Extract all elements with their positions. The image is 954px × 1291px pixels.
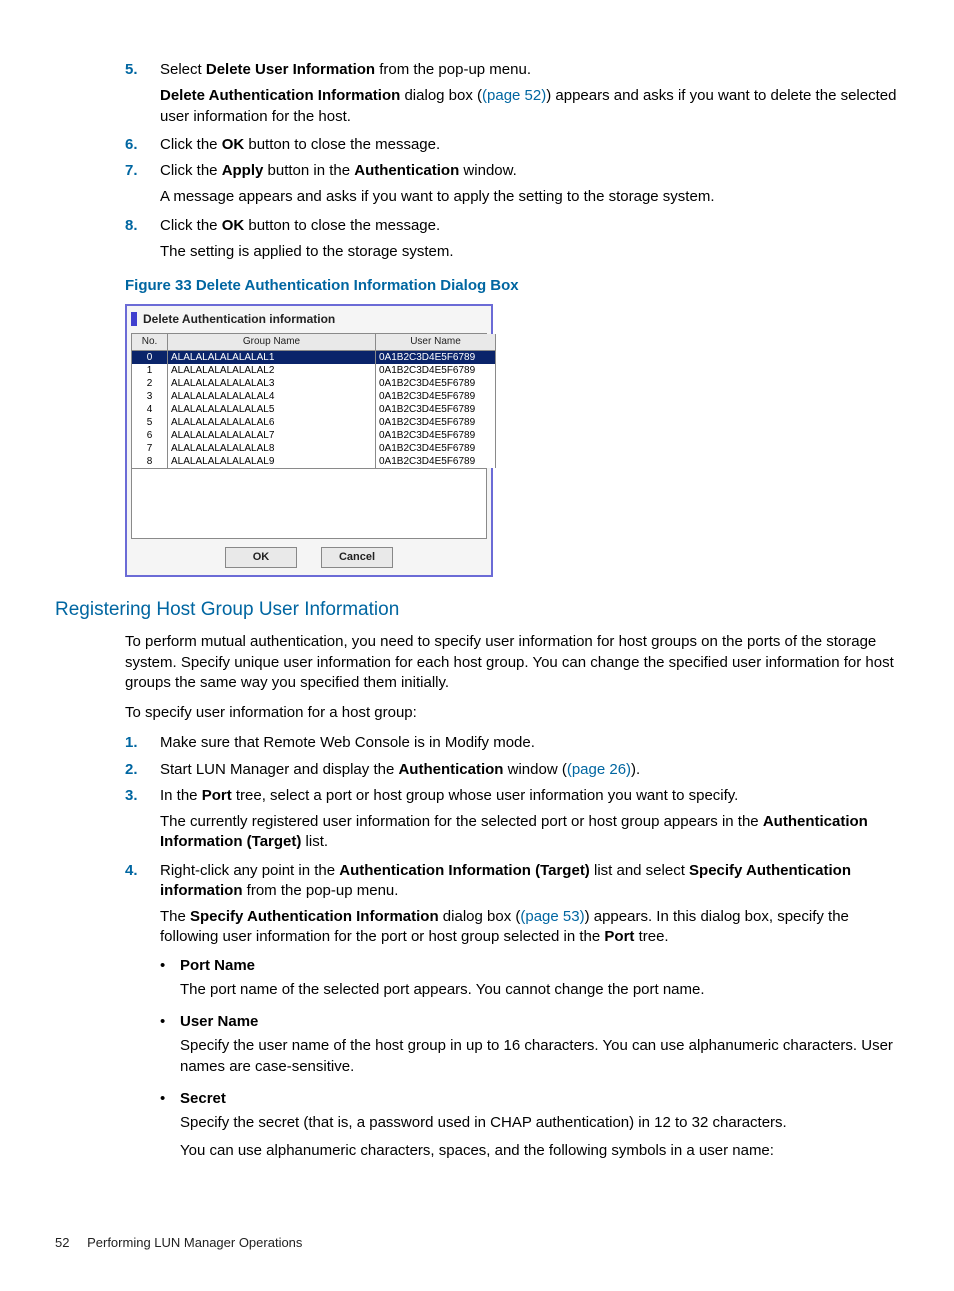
bullet-body: Port Name The port name of the selected p… [180,956,899,1009]
table-cell[interactable]: 2 [132,377,168,390]
bullet-text: The port name of the selected port appea… [180,980,899,1000]
table-cell[interactable]: 5 [132,416,168,429]
ok-button[interactable]: OK [225,547,297,568]
step-body: Right-click any point in the Authenticat… [160,861,899,902]
step-number: 7. [125,161,160,181]
bullet-text: Specify the secret (that is, a password … [180,1113,899,1133]
table-empty-area [131,469,487,539]
step-item: 2.Start LUN Manager and display the Auth… [125,760,899,780]
page-number: 52 [55,1235,69,1250]
step-number: 3. [125,786,160,806]
bullet-item: •Secret Specify the secret (that is, a pa… [160,1089,899,1170]
table-cell[interactable]: ALALALALALALALAL3 [168,377,376,390]
step-body: Start LUN Manager and display the Authen… [160,760,899,780]
step-item: 5.Select Delete User Information from th… [125,60,899,80]
table-cell[interactable]: ALALALALALALALAL2 [168,364,376,377]
table-cell[interactable]: 0A1B2C3D4E5F6789 [376,377,496,390]
table-cell[interactable]: ALALALALALALALAL1 [168,351,376,364]
table-header-cell: Group Name [168,334,376,351]
step-number: 4. [125,861,160,902]
ordered-steps-b: 1.Make sure that Remote Web Console is i… [125,733,899,947]
table-cell[interactable]: 3 [132,390,168,403]
intro-paragraph-1: To perform mutual authentication, you ne… [125,632,899,693]
step-number: 2. [125,760,160,780]
bullet-dot: • [160,1012,180,1085]
dialog-box: Delete Authentication information No.Gro… [125,304,899,577]
bullet-dot: • [160,956,180,1009]
step-follow: Delete Authentication Information dialog… [160,86,899,127]
field-bullet-list: •Port NameThe port name of the selected … [160,956,899,1170]
step-follow: A message appears and asks if you want t… [160,187,899,207]
step-body: Click the OK button to close the message… [160,216,899,236]
table-cell[interactable]: 1 [132,364,168,377]
step-item: 3.In the Port tree, select a port or hos… [125,786,899,806]
footer-title: Performing LUN Manager Operations [87,1235,302,1250]
intro-paragraph-2: To specify user information for a host g… [125,703,899,723]
step-follow: The setting is applied to the storage sy… [160,242,899,262]
table-cell[interactable]: ALALALALALALALAL6 [168,416,376,429]
table-cell[interactable]: 8 [132,455,168,468]
table-cell[interactable]: 0A1B2C3D4E5F6789 [376,416,496,429]
bullet-item: •User Name Specify the user name of the h… [160,1012,899,1085]
authentication-table: No.Group NameUser Name0ALALALALALALALAL1… [131,333,487,469]
ordered-steps-a: 5.Select Delete User Information from th… [125,60,899,262]
step-follow: The Specify Authentication Information d… [160,907,899,948]
step-item: 7.Click the Apply button in the Authenti… [125,161,899,181]
bullet-text: Specify the user name of the host group … [180,1036,899,1077]
bullet-body: Secret Specify the secret (that is, a pas… [180,1089,899,1170]
step-item: 4.Right-click any point in the Authentic… [125,861,899,902]
table-cell[interactable]: 0A1B2C3D4E5F6789 [376,455,496,468]
table-header-cell: No. [132,334,168,351]
step-item: 8.Click the OK button to close the messa… [125,216,899,236]
bullet-text: You can use alphanumeric characters, spa… [180,1141,899,1161]
table-cell[interactable]: 7 [132,442,168,455]
table-cell[interactable]: ALALALALALALALAL8 [168,442,376,455]
dialog-button-row: OK Cancel [127,539,491,575]
dialog-title-text: Delete Authentication information [143,311,335,327]
dialog-title-bar: Delete Authentication information [127,306,491,333]
table-cell[interactable]: 0 [132,351,168,364]
step-follow: The currently registered user informatio… [160,812,899,853]
step-body: In the Port tree, select a port or host … [160,786,899,806]
section-heading: Registering Host Group User Information [55,597,899,623]
step-number: 1. [125,733,160,753]
table-cell[interactable]: ALALALALALALALAL4 [168,390,376,403]
bullet-body: User Name Specify the user name of the ho… [180,1012,899,1085]
figure-caption: Figure 33 Delete Authentication Informat… [125,276,899,296]
step-number: 6. [125,135,160,155]
step-item: 1.Make sure that Remote Web Console is i… [125,733,899,753]
bullet-title: Secret [180,1089,899,1109]
table-cell[interactable]: ALALALALALALALAL5 [168,403,376,416]
table-cell[interactable]: 0A1B2C3D4E5F6789 [376,442,496,455]
table-cell[interactable]: 0A1B2C3D4E5F6789 [376,390,496,403]
title-accent-bar [131,312,137,326]
table-cell[interactable]: 0A1B2C3D4E5F6789 [376,429,496,442]
step-number: 5. [125,60,160,80]
cancel-button[interactable]: Cancel [321,547,393,568]
table-header-cell: User Name [376,334,496,351]
step-body: Click the OK button to close the message… [160,135,899,155]
table-cell[interactable]: ALALALALALALALAL7 [168,429,376,442]
table-cell[interactable]: 0A1B2C3D4E5F6789 [376,403,496,416]
bullet-item: •Port Name The port name of the selected … [160,956,899,1009]
step-body: Select Delete User Information from the … [160,60,899,80]
page-footer: 52 Performing LUN Manager Operations [55,1234,899,1252]
table-cell[interactable]: 0A1B2C3D4E5F6789 [376,364,496,377]
step-item: 6.Click the OK button to close the messa… [125,135,899,155]
bullet-title: Port Name [180,956,899,976]
bullet-title: User Name [180,1012,899,1032]
bullet-dot: • [160,1089,180,1170]
table-cell[interactable]: ALALALALALALALAL9 [168,455,376,468]
step-body: Make sure that Remote Web Console is in … [160,733,899,753]
step-number: 8. [125,216,160,236]
table-cell[interactable]: 0A1B2C3D4E5F6789 [376,351,496,364]
table-cell[interactable]: 6 [132,429,168,442]
table-cell[interactable]: 4 [132,403,168,416]
step-body: Click the Apply button in the Authentica… [160,161,899,181]
